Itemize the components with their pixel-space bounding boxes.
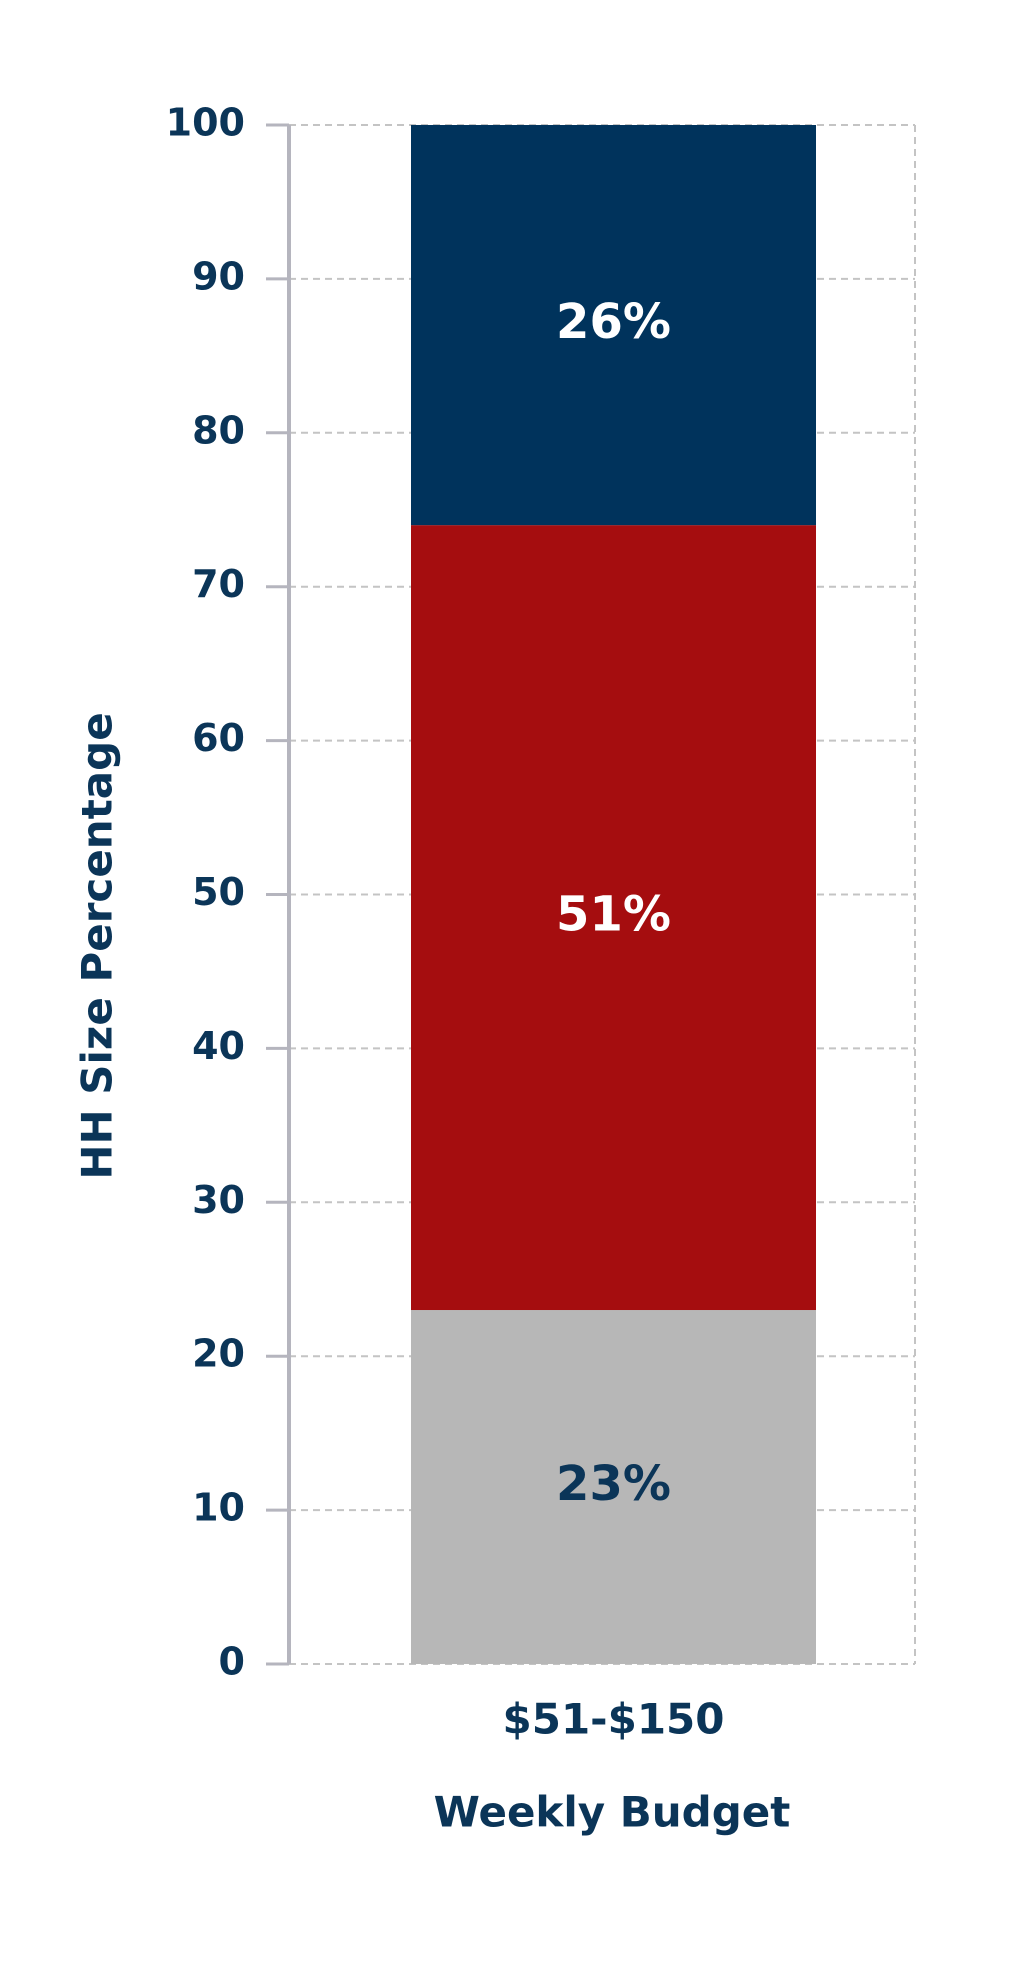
y-tick-label: 80 — [192, 408, 245, 452]
y-axis-title: HH Size Percentage — [73, 712, 122, 1179]
y-tick-label: 10 — [192, 1486, 245, 1530]
bar-segment — [411, 125, 816, 526]
y-tick-label: 0 — [219, 1640, 245, 1684]
y-tick-label: 60 — [192, 716, 245, 760]
x-tick-label: $51-$150 — [503, 1695, 725, 1744]
y-tick-label: 70 — [192, 562, 245, 606]
y-tick-label: 90 — [192, 254, 245, 298]
data-label: 23% — [556, 1456, 671, 1512]
data-label: 51% — [556, 887, 671, 943]
y-tick-label: 30 — [192, 1178, 245, 1222]
data-label: 26% — [556, 294, 671, 350]
y-tick-label: 40 — [192, 1024, 245, 1068]
y-tick-label: 100 — [166, 101, 245, 145]
y-tick-label: 50 — [192, 870, 245, 914]
y-tick-label: 20 — [192, 1332, 245, 1376]
bar-segment — [411, 1310, 816, 1664]
bar-segment — [411, 525, 816, 1311]
x-axis-title: Weekly Budget — [434, 1788, 791, 1837]
